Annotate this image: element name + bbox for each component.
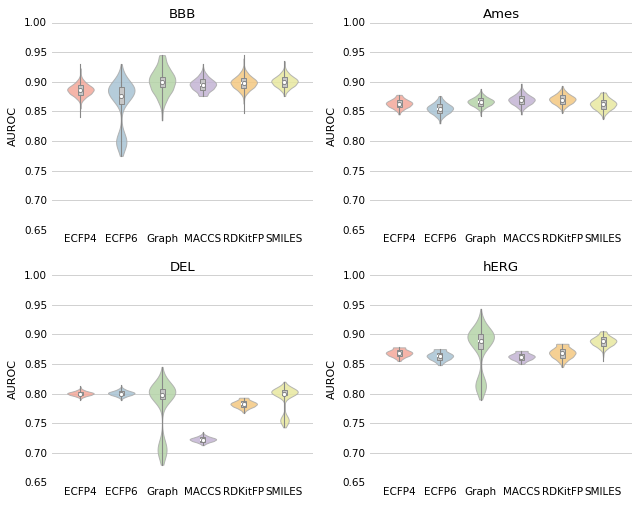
Bar <box>200 79 205 90</box>
Title: DEL: DEL <box>170 261 195 274</box>
Title: hERG: hERG <box>483 261 519 274</box>
Bar <box>397 350 401 356</box>
Bar <box>519 96 524 105</box>
Bar <box>437 352 442 360</box>
Y-axis label: AUROC: AUROC <box>8 106 19 146</box>
Bar <box>601 337 605 345</box>
Title: Ames: Ames <box>483 9 520 21</box>
Title: BBB: BBB <box>169 9 196 21</box>
Y-axis label: AUROC: AUROC <box>327 106 337 146</box>
Bar <box>437 105 442 113</box>
Bar <box>560 95 564 104</box>
Bar <box>241 401 246 407</box>
Bar <box>241 78 246 88</box>
Bar <box>159 389 164 399</box>
Bar <box>478 98 483 106</box>
Bar <box>78 85 83 95</box>
Bar <box>159 77 164 86</box>
Bar <box>601 99 605 109</box>
Bar <box>200 437 205 441</box>
Bar <box>478 334 483 348</box>
Bar <box>119 86 124 105</box>
Bar <box>560 348 564 358</box>
Y-axis label: AUROC: AUROC <box>8 359 19 399</box>
Y-axis label: AUROC: AUROC <box>327 359 337 399</box>
Bar <box>119 391 124 395</box>
Bar <box>519 354 524 360</box>
Bar <box>282 77 287 86</box>
Bar <box>282 390 287 395</box>
Bar <box>78 392 83 395</box>
Bar <box>397 100 401 107</box>
